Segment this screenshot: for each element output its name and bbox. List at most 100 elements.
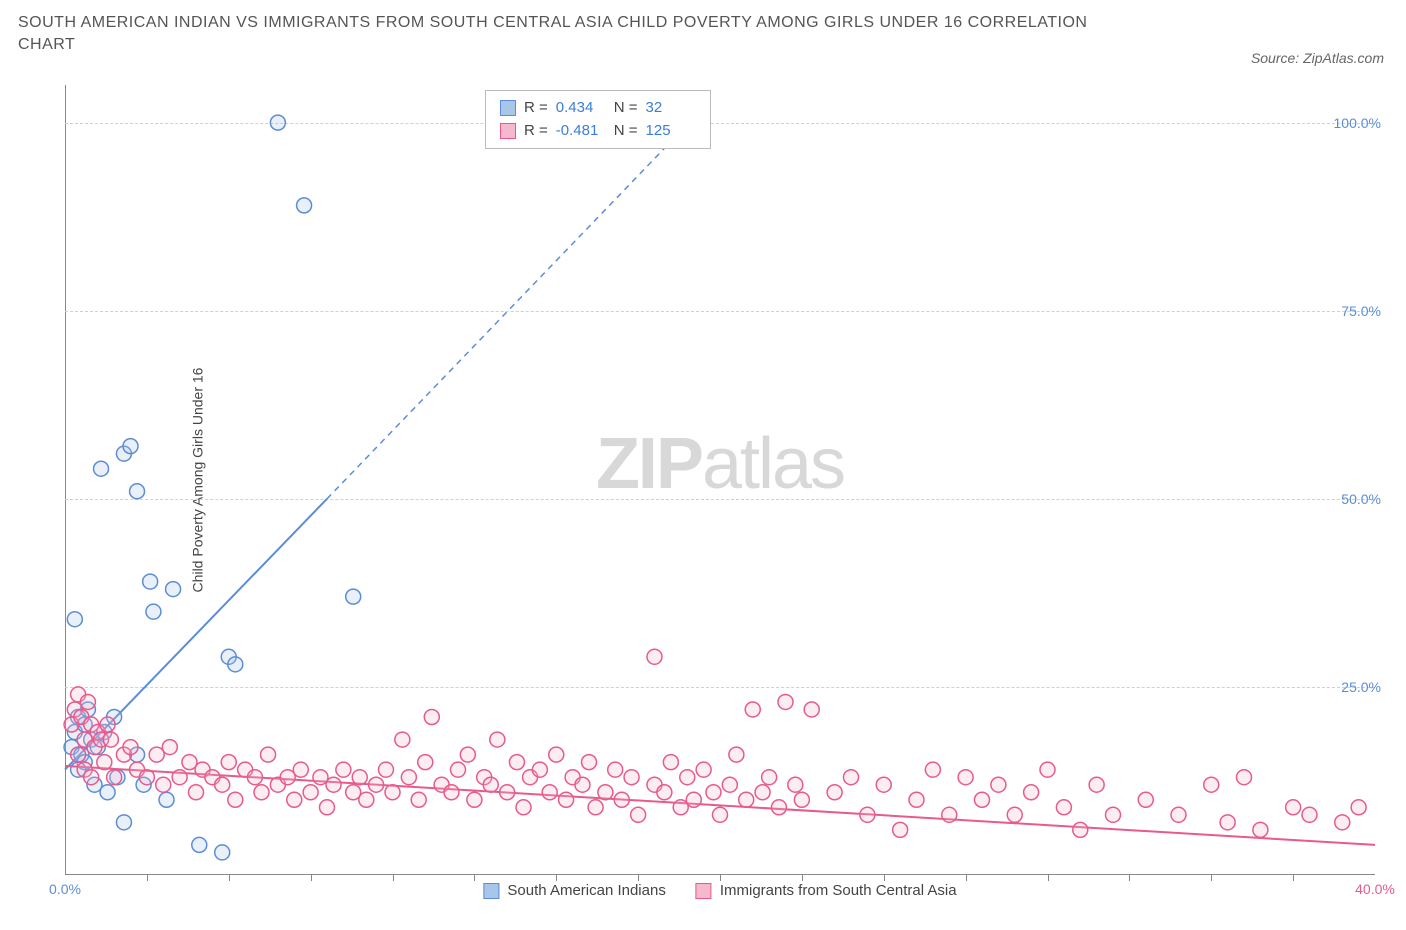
data-point <box>395 732 410 747</box>
data-point <box>788 777 803 792</box>
data-point <box>100 785 115 800</box>
data-point <box>509 755 524 770</box>
x-tick-mark <box>229 875 230 881</box>
data-point <box>713 807 728 822</box>
data-point <box>159 792 174 807</box>
data-point <box>582 755 597 770</box>
data-point <box>192 837 207 852</box>
legend: South American IndiansImmigrants from So… <box>483 882 956 899</box>
data-point <box>588 800 603 815</box>
data-point <box>103 732 118 747</box>
data-point <box>755 785 770 800</box>
x-tick-mark <box>1048 875 1049 881</box>
n-value: 125 <box>646 120 696 143</box>
data-point <box>97 755 112 770</box>
data-point <box>542 785 557 800</box>
legend-label: Immigrants from South Central Asia <box>720 882 957 899</box>
data-point <box>608 762 623 777</box>
data-point <box>411 792 426 807</box>
data-point <box>1204 777 1219 792</box>
data-point <box>228 792 243 807</box>
data-point <box>94 461 109 476</box>
data-point <box>1302 807 1317 822</box>
data-point <box>1171 807 1186 822</box>
data-point <box>739 792 754 807</box>
data-point <box>1237 770 1252 785</box>
data-point <box>467 792 482 807</box>
data-point <box>686 792 701 807</box>
data-point <box>84 770 99 785</box>
data-point <box>359 792 374 807</box>
data-point <box>1253 822 1268 837</box>
data-point <box>100 717 115 732</box>
data-point <box>1138 792 1153 807</box>
x-tick-mark <box>966 875 967 881</box>
data-point <box>71 747 86 762</box>
plot-area: Child Poverty Among Girls Under 16 ZIPat… <box>65 85 1375 875</box>
x-tick-mark <box>1293 875 1294 881</box>
data-point <box>143 574 158 589</box>
data-point <box>254 785 269 800</box>
x-tick-mark <box>147 875 148 881</box>
data-point <box>1335 815 1350 830</box>
n-label: N = <box>614 120 638 143</box>
data-point <box>490 732 505 747</box>
data-point <box>500 785 515 800</box>
x-tick-mark <box>884 875 885 881</box>
data-point <box>598 785 613 800</box>
data-point <box>270 115 285 130</box>
data-point <box>549 747 564 762</box>
data-point <box>146 604 161 619</box>
data-point <box>297 198 312 213</box>
data-point <box>680 770 695 785</box>
data-point <box>778 694 793 709</box>
data-point <box>1007 807 1022 822</box>
data-point <box>696 762 711 777</box>
x-tick-mark <box>802 875 803 881</box>
data-point <box>729 747 744 762</box>
data-point <box>532 762 547 777</box>
swatch-icon <box>500 123 516 139</box>
data-point <box>156 777 171 792</box>
swatch-icon <box>500 100 516 116</box>
stats-row: R =0.434N =32 <box>500 97 696 120</box>
data-point <box>745 702 760 717</box>
data-point <box>844 770 859 785</box>
x-tick-mark <box>1211 875 1212 881</box>
data-point <box>80 694 95 709</box>
data-point <box>860 807 875 822</box>
swatch-icon <box>696 883 712 899</box>
data-point <box>139 770 154 785</box>
x-tick-mark <box>720 875 721 881</box>
r-value: -0.481 <box>556 120 606 143</box>
x-tick-mark <box>311 875 312 881</box>
data-point <box>162 740 177 755</box>
data-point <box>116 815 131 830</box>
x-tick-mark <box>393 875 394 881</box>
x-tick-mark <box>638 875 639 881</box>
data-point <box>215 845 230 860</box>
data-point <box>444 785 459 800</box>
data-point <box>460 747 475 762</box>
data-point <box>483 777 498 792</box>
r-value: 0.434 <box>556 97 606 120</box>
data-point <box>215 777 230 792</box>
r-label: R = <box>524 120 548 143</box>
data-point <box>293 762 308 777</box>
data-point <box>123 740 138 755</box>
data-point <box>1089 777 1104 792</box>
data-point <box>67 612 82 627</box>
data-point <box>418 755 433 770</box>
data-point <box>942 807 957 822</box>
data-point <box>346 589 361 604</box>
data-point <box>1286 800 1301 815</box>
data-point <box>893 822 908 837</box>
data-point <box>991 777 1006 792</box>
data-point <box>287 792 302 807</box>
data-point <box>221 755 236 770</box>
data-point <box>771 800 786 815</box>
data-point <box>722 777 737 792</box>
data-point <box>228 657 243 672</box>
data-point <box>1351 800 1366 815</box>
data-point <box>631 807 646 822</box>
